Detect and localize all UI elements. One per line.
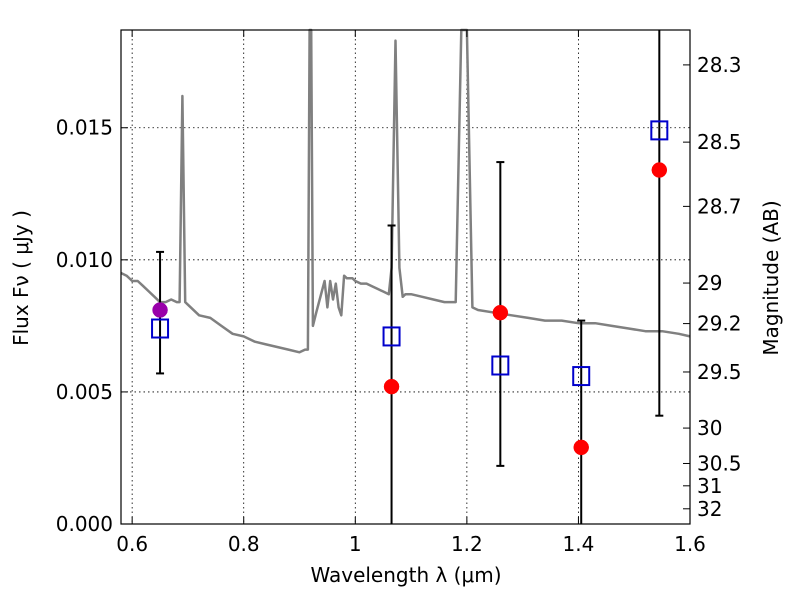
plot-frame — [120, 29, 691, 525]
circle-marker — [651, 162, 668, 178]
square-marker — [491, 355, 510, 376]
y2-tick-label: 29 — [697, 271, 722, 295]
y-tick-label: 0.010 — [56, 248, 113, 272]
x-tick-label: 0.6 — [116, 532, 148, 556]
circle-marker — [383, 378, 400, 395]
y2-tick-label: 29.2 — [697, 312, 742, 336]
circle-marker — [492, 304, 509, 321]
square-marker — [382, 326, 401, 347]
model-spectrum-layer — [120, 28, 691, 354]
x-axis-label: Wavelength λ (μm) — [310, 563, 501, 587]
y2-tick-label: 28.7 — [697, 194, 742, 218]
x-tick-label: 0.8 — [228, 532, 260, 556]
square-marker-layer — [151, 120, 669, 387]
y-tick-label: 0.005 — [56, 380, 113, 404]
circle-marker — [573, 439, 589, 456]
y2-tick-label: 32 — [697, 497, 722, 521]
y2-tick-label: 28.3 — [697, 53, 742, 77]
y-tick-label: 0.000 — [56, 512, 113, 536]
x-tick-labels: 0.6 0.8 1 1.2 1.4 1.6 — [116, 532, 706, 556]
y2-tick-label: 30.5 — [697, 451, 742, 475]
square-marker — [572, 366, 591, 387]
square-marker — [650, 120, 669, 141]
model-spectrum-line — [120, 28, 691, 354]
square-marker — [151, 318, 170, 339]
y2-tick-label: 29.5 — [697, 360, 742, 384]
y2-tick-label: 30 — [697, 416, 722, 440]
tick-marks — [121, 30, 691, 525]
y-tick-label: 0.015 — [56, 116, 113, 140]
y-tick-labels: 0.000 0.005 0.010 0.015 — [56, 116, 113, 536]
y2-tick-label: 31 — [697, 474, 722, 498]
x-tick-label: 1.2 — [451, 532, 483, 556]
x-tick-label: 1 — [349, 532, 362, 556]
x-tick-label: 1.4 — [563, 532, 595, 556]
circle-marker — [152, 302, 168, 318]
y2-tick-label: 28.5 — [697, 130, 742, 154]
grid-lines — [121, 30, 691, 525]
x-tick-label: 1.6 — [674, 532, 706, 556]
y-axis-label: Flux Fν ( μJy ) — [9, 210, 33, 346]
circle-marker-layer — [152, 162, 668, 456]
y2-axis-label: Magnitude (AB) — [759, 200, 783, 355]
